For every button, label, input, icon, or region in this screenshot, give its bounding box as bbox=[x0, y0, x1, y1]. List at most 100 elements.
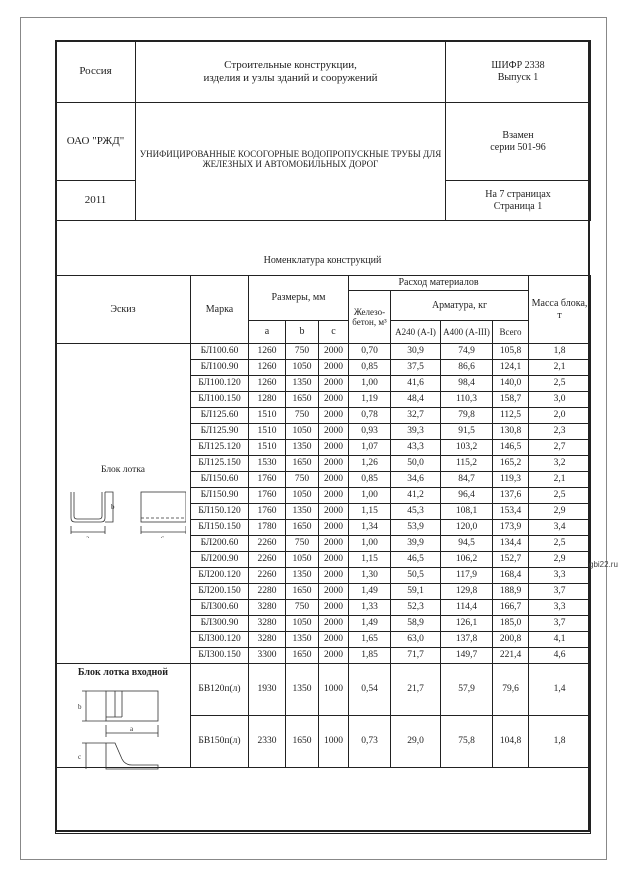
cell-a400: 129,8 bbox=[440, 583, 494, 600]
table-row: БЛ125.120 1510 1350 2000 1,07 43,3 103,2 146,5 2… bbox=[56, 439, 592, 456]
cell-a400: 75,8 bbox=[440, 715, 494, 768]
table-row: БЛ150.90 1760 1050 2000 1,00 41,2 96,4 137,6 2,5 bbox=[56, 487, 592, 504]
cell-mark: БЛ150.120 bbox=[190, 503, 249, 520]
section-title: Номенклатура конструкций bbox=[263, 255, 382, 266]
cell-concrete: 1,15 bbox=[348, 551, 392, 568]
cell-mark: БЛ300.120 bbox=[190, 631, 249, 648]
cell-a240: 58,9 bbox=[390, 615, 442, 632]
cell-mark: БЛ100.120 bbox=[190, 375, 249, 392]
cell-mark: БЛ300.60 bbox=[190, 599, 249, 616]
sketch-cell: Блок лотка входной b a c bbox=[55, 663, 191, 770]
cell-a: 3300 bbox=[248, 647, 286, 664]
cell-a400: 137,8 bbox=[440, 631, 494, 648]
cell-total: 152,7 bbox=[492, 551, 530, 568]
cell-c: 2000 bbox=[317, 519, 350, 536]
cell-a: 1760 bbox=[248, 471, 286, 488]
cell-c: 2000 bbox=[317, 391, 350, 408]
header-a240: А240 (А-I) bbox=[390, 320, 442, 344]
cell-a240: 21,7 bbox=[390, 663, 442, 716]
cell-c: 2000 bbox=[317, 439, 350, 456]
sketch-cell: Блок лотка b a c bbox=[55, 343, 191, 664]
empty-area bbox=[54, 767, 592, 834]
cell-a240: 39,3 bbox=[390, 423, 442, 440]
cell-concrete: 1,00 bbox=[348, 375, 392, 392]
header-mark: Марка bbox=[190, 275, 249, 344]
cell-a400: 108,1 bbox=[440, 503, 494, 520]
header-mass: Масса блока, т bbox=[528, 275, 592, 344]
table-row: БЛ150.120 1760 1350 2000 1,15 45,3 108,1 153,4 2… bbox=[56, 503, 592, 520]
cell-a240: 37,5 bbox=[390, 359, 442, 376]
cell-a: 3280 bbox=[248, 615, 286, 632]
cell-total: 105,8 bbox=[492, 343, 530, 360]
cell-total: 185,0 bbox=[492, 615, 530, 632]
title-block: Россия Строительные конструкции, изделия … bbox=[55, 40, 591, 221]
cell-total: 166,7 bbox=[492, 599, 530, 616]
cell-a400: 96,4 bbox=[440, 487, 494, 504]
cell-a: 3280 bbox=[248, 631, 286, 648]
cell-a: 2280 bbox=[248, 583, 286, 600]
cell-concrete: 1,15 bbox=[348, 503, 392, 520]
cell-total: 158,7 bbox=[492, 391, 530, 408]
cell-a: 1760 bbox=[248, 487, 286, 504]
cell-total: 153,4 bbox=[492, 503, 530, 520]
cell-a240: 45,3 bbox=[390, 503, 442, 520]
cell-a400: 103,2 bbox=[440, 439, 494, 456]
cell-mass: 2,0 bbox=[528, 407, 592, 424]
cell-c: 2000 bbox=[317, 535, 350, 552]
cell-mass: 2,5 bbox=[528, 375, 592, 392]
cell-b: 1050 bbox=[285, 551, 319, 568]
cell-mass: 3,7 bbox=[528, 615, 592, 632]
cell-total: 173,9 bbox=[492, 519, 530, 536]
cell-total: 124,1 bbox=[492, 359, 530, 376]
cell-a400: 94,5 bbox=[440, 535, 494, 552]
cell-c: 2000 bbox=[317, 471, 350, 488]
cell-concrete: 1,26 bbox=[348, 455, 392, 472]
cell-mark: БЛ300.90 bbox=[190, 615, 249, 632]
divider bbox=[55, 220, 590, 221]
cell-mass: 1,8 bbox=[528, 715, 592, 768]
year: 2011 bbox=[55, 180, 136, 221]
table-row: БЛ200.60 2260 750 2000 1,00 39,9 94,5 134,4 2,5 bbox=[56, 535, 592, 552]
cell-b: 1650 bbox=[285, 715, 319, 768]
cell-mark: БЛ125.60 bbox=[190, 407, 249, 424]
cell-a240: 50,5 bbox=[390, 567, 442, 584]
cell-concrete: 1,49 bbox=[348, 583, 392, 600]
cell-b: 750 bbox=[285, 343, 319, 360]
cell-mass: 3,0 bbox=[528, 391, 592, 408]
cell-c: 2000 bbox=[317, 487, 350, 504]
cell-concrete: 0,93 bbox=[348, 423, 392, 440]
cell-c: 2000 bbox=[317, 343, 350, 360]
cell-mark: БЛ100.90 bbox=[190, 359, 249, 376]
table-row: БЛ150.150 1780 1650 2000 1,34 53,9 120,0 173,9 3… bbox=[56, 519, 592, 536]
cell-concrete: 1,33 bbox=[348, 599, 392, 616]
table-row: БЛ200.150 2280 1650 2000 1,49 59,1 129,8 188,9 3… bbox=[56, 583, 592, 600]
table-row: БЛ125.60 1510 750 2000 0,78 32,7 79,8 112,5 2,0 bbox=[56, 407, 592, 424]
cell-mass: 2,5 bbox=[528, 535, 592, 552]
cell-concrete: 1,65 bbox=[348, 631, 392, 648]
sketch-label: Блок лотка bbox=[100, 465, 146, 476]
cell-c: 1000 bbox=[317, 715, 350, 768]
cell-total: 104,8 bbox=[492, 715, 530, 768]
cell-a: 1260 bbox=[248, 375, 286, 392]
header-dimensions: Размеры, мм bbox=[247, 275, 350, 321]
cell-a400: 149,7 bbox=[440, 647, 494, 664]
page-outer-border bbox=[20, 17, 607, 860]
table-row: БВ150п(л) 2330 1650 1000 0,73 29,0 75,8 104,8 1,… bbox=[56, 715, 592, 768]
cell-mark: БЛ125.120 bbox=[190, 439, 249, 456]
country: Россия bbox=[55, 40, 136, 103]
cell-total: 79,6 bbox=[492, 663, 530, 716]
cell-c: 2000 bbox=[317, 407, 350, 424]
cell-a240: 34,6 bbox=[390, 471, 442, 488]
cell-a: 1260 bbox=[248, 343, 286, 360]
svg-text:c: c bbox=[78, 753, 81, 761]
cell-total: 165,2 bbox=[492, 455, 530, 472]
cell-a: 2260 bbox=[248, 551, 286, 568]
cell-mark: БВ150п(л) bbox=[190, 715, 249, 768]
cell-concrete: 1,85 bbox=[348, 647, 392, 664]
cell-a240: 41,6 bbox=[390, 375, 442, 392]
cell-b: 1350 bbox=[285, 663, 319, 716]
cell-total: 134,4 bbox=[492, 535, 530, 552]
svg-text:b: b bbox=[78, 703, 82, 711]
cell-a400: 110,3 bbox=[440, 391, 494, 408]
cell-mass: 3,7 bbox=[528, 583, 592, 600]
